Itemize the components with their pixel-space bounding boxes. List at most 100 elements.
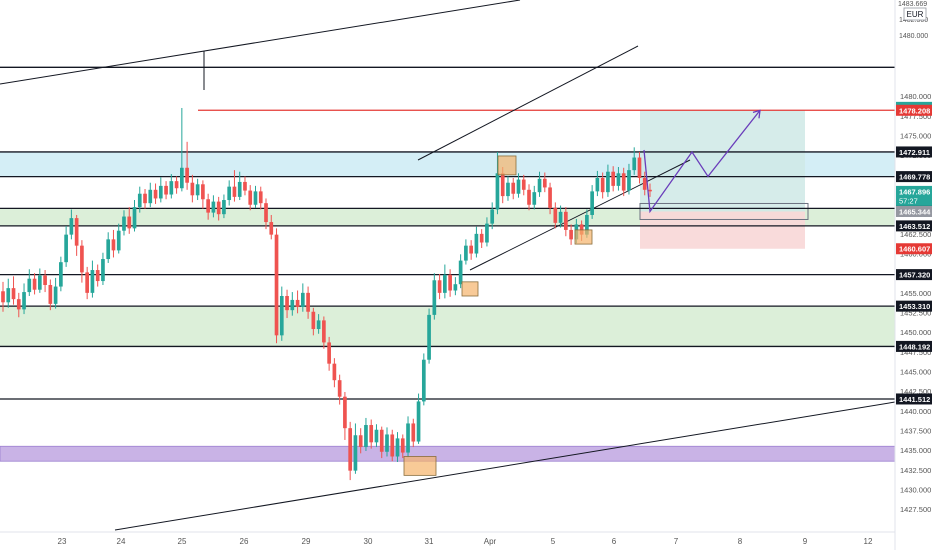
candle-body: [506, 182, 510, 197]
candle-body: [274, 234, 279, 336]
candle-body: [48, 284, 53, 304]
trendline-2[interactable]: [417, 45, 639, 161]
stop-zone[interactable]: [640, 211, 805, 249]
price-tag-label: 1472.911: [899, 148, 930, 157]
candle-body: [390, 434, 395, 457]
candle-body: [237, 181, 242, 197]
orange-box-1[interactable]: [461, 281, 479, 297]
zone-purple-3[interactable]: [0, 445, 896, 462]
time-axis[interactable]: 23 24 25 26 29 30 31 Apr 5 6 7 8 9 12: [0, 531, 895, 546]
candle-body: [616, 173, 621, 186]
price-tick-1482: 1482.500: [899, 17, 928, 24]
candle-body: [448, 274, 452, 291]
candle-body: [642, 177, 647, 190]
candle-body: [527, 189, 531, 205]
price-tag: [896, 220, 932, 232]
candle-body: [195, 184, 200, 196]
price-tick-label: 1447.500: [900, 348, 931, 357]
time-tick-label: 24: [117, 537, 126, 546]
price-tag-label: 1469.778: [899, 173, 930, 182]
candle-body: [479, 233, 484, 243]
candle-body: [416, 401, 421, 442]
entry-box[interactable]: [639, 202, 809, 220]
candle-body: [253, 191, 258, 205]
candle-body: [153, 189, 158, 199]
candle-body: [490, 209, 495, 224]
candle-body: [279, 296, 284, 336]
candle-body: [311, 311, 316, 330]
candle-body: [122, 216, 126, 231]
currency-label: EUR: [907, 10, 924, 19]
trendline-layer[interactable]: [0, 0, 896, 531]
trendline-0[interactable]: [0, 0, 521, 85]
price-tick-label: 1452.500: [900, 309, 931, 318]
price-tag: [896, 185, 932, 206]
time-tick-label: 9: [803, 537, 808, 546]
price-tag-sublabel: 57:27: [899, 196, 918, 205]
price-tag: [896, 300, 932, 312]
candle-body: [258, 191, 263, 204]
candle-body: [22, 292, 26, 310]
trendline-3[interactable]: [469, 159, 691, 271]
projection-path[interactable]: [643, 109, 761, 214]
orange-box-2[interactable]: [497, 155, 517, 176]
orange-box-3[interactable]: [574, 229, 593, 245]
horizontal-level-lines[interactable]: [0, 66, 895, 400]
candle-body: [569, 229, 573, 240]
candle-body: [290, 299, 295, 311]
candle-body: [421, 359, 426, 402]
candle-body: [327, 342, 331, 364]
orange-box-0[interactable]: [403, 456, 437, 476]
candle-body: [437, 280, 442, 293]
position-tool[interactable]: [639, 110, 809, 249]
price-tag-label: 1467.896: [899, 187, 930, 196]
candle-body: [227, 186, 232, 201]
candle-body: [127, 216, 132, 229]
top-price-tick: 1483.669: [898, 1, 927, 8]
candle-body: [116, 230, 121, 251]
candle-body: [169, 181, 174, 195]
candle-body: [80, 245, 84, 273]
trendline-1[interactable]: [114, 401, 896, 531]
candle-body: [511, 182, 516, 194]
price-tag-label: 1441.512: [899, 395, 930, 404]
target-zone[interactable]: [640, 110, 805, 212]
projection-line[interactable]: [643, 109, 761, 214]
price-tag: [896, 104, 932, 116]
candle-body: [432, 280, 437, 315]
candle-body: [206, 199, 210, 213]
candle-body: [264, 203, 268, 223]
candle-body: [364, 425, 368, 448]
price-tick-label: 1455.000: [900, 289, 931, 298]
candle-body: [1, 291, 5, 303]
candle-body: [232, 186, 237, 197]
price-tick-label: 1445.000: [900, 368, 931, 377]
currency-badge[interactable]: [903, 7, 927, 21]
candle-body: [600, 177, 605, 193]
candle-body: [269, 222, 274, 235]
candle-body: [548, 187, 552, 208]
candle-body: [343, 396, 347, 429]
candle-body: [295, 299, 300, 308]
candle-body: [474, 233, 479, 254]
candle-body: [27, 278, 32, 293]
price-tick-label: 1430.000: [900, 486, 931, 495]
candle-body: [485, 223, 489, 243]
candle-body: [85, 272, 90, 293]
orange-highlight-boxes[interactable]: [403, 155, 593, 476]
candle-body: [537, 178, 542, 193]
candle-body: [406, 423, 410, 453]
price-tick-label: 1432.500: [900, 466, 931, 475]
candle-body: [90, 270, 95, 293]
candle-body: [143, 193, 147, 204]
candle-body: [606, 171, 610, 193]
zone-green-2[interactable]: [0, 306, 895, 347]
price-tag: [896, 340, 932, 352]
price-tag: [896, 393, 932, 405]
candle-body: [500, 173, 505, 197]
projection-arrowhead[interactable]: [752, 109, 761, 119]
time-tick-label: 25: [178, 537, 187, 546]
time-tick-label: 29: [302, 537, 311, 546]
